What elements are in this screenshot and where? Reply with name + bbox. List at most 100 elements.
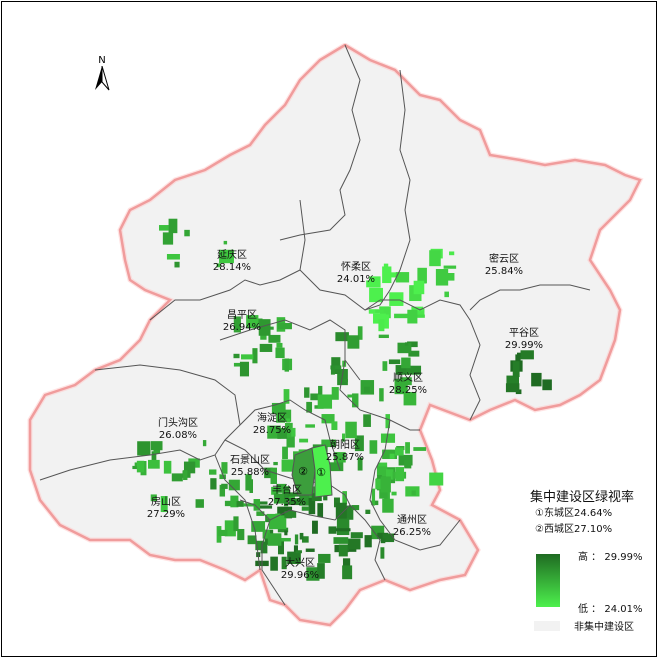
legend-high: 高 ： 29.99% [578, 552, 643, 563]
green-patch [379, 306, 391, 319]
green-patch [276, 342, 283, 348]
green-patch [246, 315, 259, 329]
green-patch [202, 440, 207, 447]
green-patch [382, 449, 398, 460]
boundary-tongzhou [369, 419, 461, 551]
green-patch [233, 316, 241, 333]
green-patch [283, 492, 289, 507]
green-patch [389, 453, 395, 459]
green-patch [277, 427, 288, 439]
green-patch [171, 473, 183, 482]
green-patch [295, 550, 302, 554]
green-patch [376, 466, 388, 477]
green-patch [286, 418, 291, 423]
green-patch [369, 440, 378, 454]
green-patch [330, 365, 335, 375]
district-value: 26.94% [222, 322, 262, 333]
green-patch [333, 497, 340, 508]
green-patch [150, 494, 157, 502]
green-patch [273, 493, 288, 504]
district-name: 海淀区 [256, 413, 287, 424]
green-patch [317, 503, 324, 518]
green-patch [383, 263, 389, 270]
green-patch [335, 528, 351, 532]
green-patch [413, 280, 425, 295]
green-patch [252, 348, 258, 364]
green-patch [379, 388, 384, 402]
green-patch [299, 438, 309, 443]
green-patch [335, 502, 347, 519]
green-patch [183, 470, 188, 481]
boundary-yanqing-changping [149, 199, 306, 321]
boundary-daxing-tongzhou [349, 504, 386, 581]
district-label: 房山区 27.29% [147, 497, 185, 521]
green-patch [382, 533, 395, 543]
green-patch [277, 322, 292, 330]
green-patch [262, 529, 270, 539]
district-label: 海淀区 28.75% [253, 413, 291, 437]
green-patch [270, 556, 278, 571]
boundary-shunyi [380, 299, 481, 421]
green-patch [299, 493, 310, 506]
green-patch [277, 540, 285, 555]
district-name: 延庆区 [216, 250, 247, 261]
green-patch [413, 308, 425, 316]
green-patch [317, 394, 333, 409]
green-patch [259, 343, 273, 352]
green-patch [335, 332, 349, 342]
district-name: 房山区 [150, 497, 181, 508]
green-patch [416, 314, 425, 318]
district-value: 24.01% [336, 274, 376, 285]
green-patch [254, 318, 263, 325]
green-patch [542, 379, 552, 391]
green-patch [351, 505, 360, 511]
green-patch [382, 498, 394, 513]
green-patch [408, 350, 420, 357]
green-patch [364, 386, 370, 393]
green-patch [378, 319, 385, 332]
district-value: 29.99% [504, 340, 544, 351]
legend: 集中建设区绿视率 ①东城区24.64% ②西城区27.10% 高 ： 29.99… [528, 490, 653, 633]
green-patch [264, 467, 273, 479]
boundary-miyun-pinggu [469, 284, 591, 311]
green-patch [317, 563, 325, 579]
green-patch [257, 505, 273, 509]
district-name: 大兴区 [284, 558, 315, 569]
green-patch [222, 257, 234, 263]
green-patch [284, 510, 297, 518]
green-patch [281, 556, 287, 570]
green-patch [286, 492, 302, 497]
district-label: 密云区 25.84% [485, 254, 523, 278]
green-patch [150, 441, 163, 451]
boundary-chaoyang [339, 359, 420, 431]
green-patch [531, 372, 542, 387]
legend-low: 低 ： 24.01% [578, 604, 643, 615]
green-patch [328, 526, 337, 534]
legend-non-core-swatch [534, 621, 560, 631]
legend-gradient [536, 554, 560, 607]
green-patch [277, 527, 289, 533]
district-label: 平谷区 29.99% [505, 328, 543, 352]
green-patch [256, 501, 268, 505]
outline-halo [27, 42, 644, 628]
green-patch [266, 513, 281, 519]
district-label: 通州区 26.25% [393, 515, 431, 539]
green-patch [301, 506, 310, 511]
green-patch [343, 378, 348, 383]
green-patch [245, 474, 252, 491]
green-patch [373, 313, 386, 324]
green-patch [168, 218, 178, 234]
green-patch [429, 250, 441, 267]
green-patch [301, 536, 309, 543]
green-patch [318, 553, 331, 563]
green-patch [389, 292, 404, 306]
green-patch [395, 447, 404, 456]
north-label: N [98, 55, 106, 66]
green-patch [347, 335, 360, 349]
green-patch [255, 540, 265, 551]
green-patch [223, 240, 228, 245]
green-patch [369, 287, 383, 303]
north-arrow: N [92, 56, 112, 96]
